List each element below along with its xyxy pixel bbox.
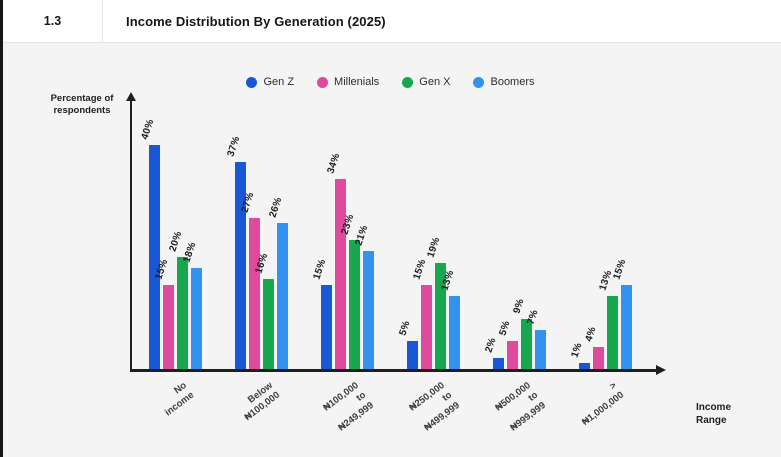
header-divider	[102, 0, 103, 42]
bar-gen-x: 23%	[340, 213, 360, 369]
legend-dot-icon	[246, 76, 258, 88]
bar-value-label: 37%	[225, 134, 243, 158]
bar-millenials: 4%	[584, 325, 604, 369]
page-left-edge-bar	[0, 0, 3, 457]
legend-label: Gen Z	[263, 76, 295, 88]
legend-item-gen-z: Gen Z	[246, 76, 294, 88]
bar-millenials: 27%	[240, 191, 260, 369]
bar-value-label: 5%	[497, 319, 513, 337]
bar-millenials: 5%	[498, 319, 518, 369]
legend-item-gen-x: Gen X	[402, 76, 450, 88]
x-tick-label-no-income: No income	[162, 380, 197, 419]
legend-label: Millenials	[334, 76, 380, 88]
legend-dot-icon	[473, 76, 485, 88]
section-number: 1.3	[43, 14, 62, 28]
figure-header: 1.3 Income Distribution By Generation (2…	[0, 0, 781, 43]
bar-value-label: 20%	[167, 229, 185, 253]
bar-value-label: 19%	[425, 235, 443, 259]
chart-legend: Gen Z Millenials Gen X Boomers	[0, 76, 781, 88]
x-axis-title: Income Range	[696, 402, 732, 426]
legend-item-boomers: Boomers	[473, 76, 535, 88]
bar-group-no-income: 40% 15% 20% 18%	[140, 118, 202, 369]
bar-value-label: 5%	[397, 319, 413, 337]
bar-value-label: 40%	[139, 117, 157, 141]
y-axis-arrow-icon	[126, 92, 136, 101]
x-tick-label-250-000-to-499-999: ₦250,000 to ₦499,999	[407, 380, 462, 434]
legend-label: Gen X	[419, 76, 451, 88]
bar-value-label: 34%	[325, 151, 343, 175]
x-tick-label-500-000-to-999-999: ₦500,000 to ₦999,999	[493, 380, 548, 434]
bar-gen-z: 1%	[570, 342, 590, 369]
bar-group-250-000-to-499-999: 5% 15% 19% 13%	[398, 236, 460, 369]
legend-label: Boomers	[490, 76, 535, 88]
legend-item-millenials: Millenials	[317, 76, 379, 88]
bar-gen-z: 37%	[226, 135, 246, 369]
bar-group-500-000-to-999-999: 2% 5% 9% 7%	[484, 297, 546, 369]
bar-group-below-100-000: 37% 27% 16% 26%	[226, 135, 288, 369]
figure-title: Income Distribution By Generation (2025)	[126, 13, 386, 29]
y-axis-title: Percentage of respondents	[50, 93, 114, 116]
bar-value-label: 4%	[583, 325, 599, 343]
bar-gen-z: 5%	[398, 319, 418, 369]
bar-group-100-000-to-249-999: 15% 34% 23% 21%	[312, 152, 374, 369]
bar-value-label: 18%	[181, 241, 199, 265]
bar-value-label: 15%	[311, 257, 329, 281]
bar-gen-z: 40%	[140, 118, 160, 369]
bar-gen-z: 15%	[312, 258, 332, 369]
x-tick-label-below-100-000: Below ₦100,000	[242, 380, 283, 424]
legend-dot-icon	[317, 76, 329, 88]
plot-area: Gen Z Millenials Gen X Boomers Percentage o…	[0, 43, 781, 457]
bar-boomers: 15%	[612, 258, 632, 369]
bar-gen-x: 13%	[598, 269, 618, 369]
bar-value-label: 1%	[569, 341, 585, 360]
bar-gen-x: 19%	[426, 236, 446, 369]
bar-value-label: 26%	[267, 196, 285, 220]
bar-value-label: 7%	[525, 308, 541, 326]
bar-value-label: 15%	[611, 257, 629, 281]
x-axis-arrow-icon	[656, 365, 666, 375]
bar-value-label: 2%	[483, 336, 499, 354]
bar-value-label: 21%	[353, 224, 371, 248]
x-tick-label-1-000-000: > ₦1,000,000	[580, 380, 627, 429]
legend-dot-icon	[402, 76, 414, 88]
bar-boomers: 26%	[268, 196, 288, 369]
x-axis-line	[130, 369, 658, 372]
bar-boomers: 18%	[182, 241, 202, 369]
bar-millenials: 15%	[154, 258, 174, 369]
bar-gen-x: 16%	[254, 252, 274, 369]
bar-boomers: 21%	[354, 224, 374, 369]
bar-group-1-000-000: 1% 4% 13% 15%	[570, 258, 632, 369]
bar-gen-x: 9%	[512, 297, 532, 369]
bar-millenials: 34%	[326, 152, 346, 369]
bar-gen-x: 20%	[168, 230, 188, 369]
bar-millenials: 15%	[412, 258, 432, 369]
bar-value-label: 9%	[511, 297, 527, 315]
y-axis-line	[130, 101, 132, 372]
bar-value-label: 15%	[411, 257, 429, 281]
bar-boomers: 7%	[526, 308, 546, 369]
bar-gen-z: 2%	[484, 336, 504, 369]
bar-boomers: 13%	[440, 269, 460, 369]
x-tick-label-100-000-to-249-999: ₦100,000 to ₦249,999	[321, 380, 376, 434]
